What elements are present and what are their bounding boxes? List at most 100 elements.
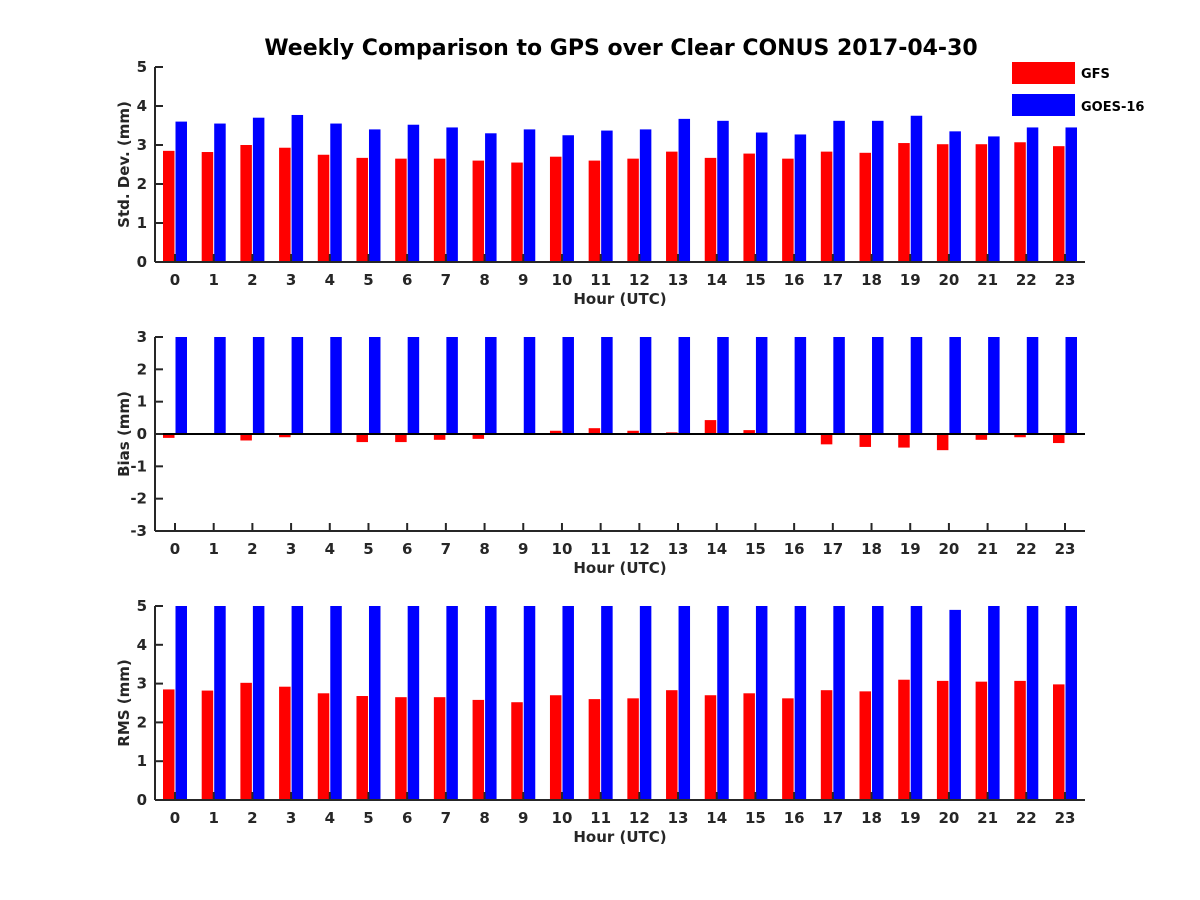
rms-y-axis-label: RMS (mm) <box>115 659 133 746</box>
bias-bar-gfs-19 <box>898 434 910 448</box>
rms-bar-goes16-0 <box>175 606 187 800</box>
std-bar-gfs-22 <box>1014 142 1026 262</box>
rms-xtick-label: 21 <box>977 809 998 827</box>
std-bar-goes16-12 <box>639 129 652 262</box>
std-bar-gfs-8 <box>472 160 485 262</box>
bias-xtick-label: 23 <box>1055 540 1076 558</box>
bias-bar-gfs-23 <box>1053 434 1065 444</box>
std-bar-goes16-1 <box>214 123 226 262</box>
std-bar-goes16-6 <box>407 124 420 262</box>
std-bar-gfs-10 <box>549 156 562 262</box>
rms-xtick-label: 12 <box>629 809 650 827</box>
bias-bar-goes16-4 <box>330 337 342 434</box>
std-bar-goes16-7 <box>446 127 458 262</box>
std-bar-goes16-4 <box>330 123 342 262</box>
bias-bar-gfs-22 <box>1014 434 1026 438</box>
rms-bar-gfs-0 <box>163 689 175 800</box>
std-xtick-label: 9 <box>518 271 528 289</box>
bias-ytick-label: 2 <box>137 360 147 378</box>
rms-bar-goes16-11 <box>601 606 613 800</box>
bias-bar-gfs-6 <box>395 434 407 443</box>
bias-bar-goes16-21 <box>988 337 1000 434</box>
rms-xtick-label: 5 <box>363 809 373 827</box>
bias-bar-gfs-17 <box>820 434 833 445</box>
bias-xtick-label: 22 <box>1016 540 1037 558</box>
std-bar-goes16-5 <box>368 129 381 262</box>
legend: GFS GOES-16 <box>1012 62 1144 116</box>
chart-title: Weekly Comparison to GPS over Clear CONU… <box>264 36 977 61</box>
bias-xtick-label: 9 <box>518 540 528 558</box>
rms-bar-goes16-18 <box>872 606 884 800</box>
bias-bar-gfs-12 <box>627 430 639 434</box>
std-xtick-label: 1 <box>208 271 218 289</box>
rms-bar-gfs-19 <box>898 679 910 800</box>
bias-x-axis-label: Hour (UTC) <box>573 559 666 577</box>
bias-bar-gfs-0 <box>163 434 175 438</box>
bias-ytick-label: -3 <box>130 522 147 540</box>
bias-xtick-label: 16 <box>784 540 805 558</box>
rms-bar-gfs-1 <box>201 690 214 800</box>
bias-bar-goes16-17 <box>833 337 845 434</box>
bias-xtick-label: 7 <box>441 540 451 558</box>
bias-bar-goes16-22 <box>1026 337 1039 434</box>
rms-bar-gfs-23 <box>1053 684 1065 800</box>
std-bar-gfs-20 <box>936 144 949 262</box>
bias-xtick-label: 12 <box>629 540 650 558</box>
rms-xtick-label: 3 <box>286 809 296 827</box>
std-x-axis-label: Hour (UTC) <box>573 290 666 308</box>
std-bar-goes16-3 <box>291 114 304 262</box>
bias-bar-gfs-15 <box>743 430 755 434</box>
bias-ytick-label: -1 <box>130 457 147 475</box>
std-xtick-label: 2 <box>247 271 257 289</box>
rms-bar-gfs-21 <box>975 681 988 800</box>
std-bar-goes16-14 <box>717 120 729 262</box>
rms-xtick-label: 10 <box>552 809 573 827</box>
std-bar-gfs-13 <box>666 151 678 262</box>
std-bar-goes16-18 <box>872 120 884 262</box>
bias-bar-goes16-18 <box>872 337 884 434</box>
legend-swatch-gfs <box>1012 62 1075 84</box>
std-bar-gfs-16 <box>782 158 794 262</box>
std-xtick-label: 4 <box>325 271 335 289</box>
bias-bar-goes16-13 <box>678 337 691 434</box>
rms-xtick-label: 8 <box>479 809 489 827</box>
std-xtick-label: 14 <box>706 271 727 289</box>
bias-bar-goes16-19 <box>910 337 923 434</box>
rms-bar-goes16-5 <box>368 606 381 800</box>
bias-xtick-label: 14 <box>706 540 727 558</box>
rms-bar-gfs-18 <box>859 691 872 800</box>
rms-bar-gfs-11 <box>588 699 601 800</box>
rms-xtick-label: 22 <box>1016 809 1037 827</box>
std-xtick-label: 12 <box>629 271 650 289</box>
rms-bar-goes16-14 <box>717 606 729 800</box>
bias-bar-gfs-14 <box>704 420 717 434</box>
rms-bar-goes16-20 <box>949 609 961 800</box>
bias-bar-goes16-10 <box>562 337 574 434</box>
bias-xtick-label: 5 <box>363 540 373 558</box>
std-bar-gfs-4 <box>317 154 330 262</box>
std-ytick-label: 0 <box>137 253 147 271</box>
bias-ytick-label: 3 <box>137 328 147 346</box>
std-bar-gfs-5 <box>356 157 368 262</box>
bias-bar-goes16-15 <box>755 337 768 434</box>
rms-x-axis-label: Hour (UTC) <box>573 828 666 846</box>
rms-xtick-label: 15 <box>745 809 766 827</box>
std-xtick-label: 18 <box>861 271 882 289</box>
bias-xtick-label: 13 <box>668 540 689 558</box>
rms-bar-gfs-8 <box>472 699 485 800</box>
std-bar-gfs-21 <box>975 144 988 262</box>
rms-bar-goes16-4 <box>330 606 342 800</box>
rms-xtick-label: 2 <box>247 809 257 827</box>
std-y-axis-label: Std. Dev. (mm) <box>115 101 133 228</box>
bias-bar-gfs-18 <box>859 434 872 447</box>
std-bar-goes16-23 <box>1065 127 1077 262</box>
bias-bar-goes16-14 <box>717 337 729 434</box>
rms-bar-gfs-5 <box>356 696 368 800</box>
std-xtick-label: 22 <box>1016 271 1037 289</box>
std-xtick-label: 17 <box>822 271 843 289</box>
legend-label-gfs: GFS <box>1081 67 1110 82</box>
std-bar-goes16-11 <box>601 130 613 262</box>
std-bar-goes16-21 <box>988 136 1000 262</box>
